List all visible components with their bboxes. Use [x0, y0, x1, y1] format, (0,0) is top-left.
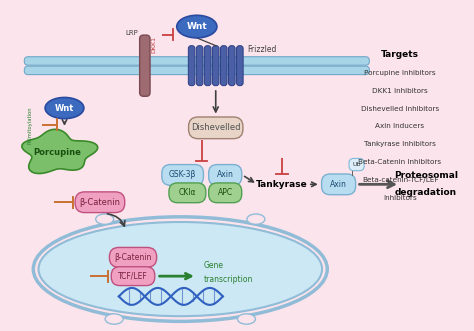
Text: APC: APC — [218, 188, 233, 197]
Text: Axin Inducers: Axin Inducers — [375, 123, 425, 129]
Text: GSK-3β: GSK-3β — [169, 170, 196, 179]
FancyBboxPatch shape — [188, 46, 195, 86]
Ellipse shape — [177, 15, 217, 38]
Text: Porcupine Inhibitors: Porcupine Inhibitors — [364, 70, 436, 76]
Text: Wnt: Wnt — [55, 104, 74, 113]
FancyBboxPatch shape — [220, 46, 227, 86]
FancyBboxPatch shape — [209, 165, 242, 185]
Text: Tankyrase Inhibitors: Tankyrase Inhibitors — [364, 141, 436, 147]
Text: CKIα: CKIα — [179, 188, 196, 197]
Text: Dishevelled Inhibitors: Dishevelled Inhibitors — [361, 106, 439, 112]
FancyBboxPatch shape — [228, 46, 235, 86]
Ellipse shape — [45, 97, 84, 118]
FancyBboxPatch shape — [24, 66, 369, 74]
Text: Frizzled: Frizzled — [247, 45, 276, 54]
Text: degradation: degradation — [395, 188, 457, 197]
FancyBboxPatch shape — [204, 46, 211, 86]
Text: DKK1: DKK1 — [152, 36, 157, 53]
FancyBboxPatch shape — [169, 183, 206, 203]
Text: β-Catenin: β-Catenin — [80, 198, 120, 207]
Ellipse shape — [105, 314, 123, 324]
Text: Proteosomal: Proteosomal — [394, 171, 458, 180]
FancyBboxPatch shape — [189, 117, 243, 139]
FancyBboxPatch shape — [140, 35, 150, 96]
Ellipse shape — [237, 314, 255, 324]
Text: TCF/LEF: TCF/LEF — [118, 272, 148, 281]
Text: Dishevelled: Dishevelled — [191, 123, 240, 132]
Text: Gene: Gene — [204, 261, 224, 270]
Ellipse shape — [247, 214, 265, 224]
Ellipse shape — [96, 214, 114, 224]
FancyBboxPatch shape — [237, 46, 243, 86]
FancyBboxPatch shape — [209, 183, 242, 203]
Text: Wnt: Wnt — [186, 22, 207, 31]
FancyBboxPatch shape — [321, 174, 356, 195]
FancyBboxPatch shape — [111, 267, 155, 286]
Text: Beta-Catenin Inhibitors: Beta-Catenin Inhibitors — [358, 159, 442, 165]
FancyBboxPatch shape — [196, 46, 203, 86]
FancyBboxPatch shape — [24, 57, 369, 65]
FancyBboxPatch shape — [75, 192, 125, 213]
Text: transcription: transcription — [204, 275, 253, 284]
Text: Tankyrase: Tankyrase — [256, 180, 308, 189]
Text: β-Catenin: β-Catenin — [114, 253, 152, 262]
Ellipse shape — [38, 222, 322, 316]
Text: DKK1 Inhibitors: DKK1 Inhibitors — [372, 88, 428, 94]
Text: LRP: LRP — [125, 30, 138, 36]
Text: Targets: Targets — [381, 50, 419, 59]
Text: Axin: Axin — [217, 170, 234, 179]
FancyBboxPatch shape — [162, 165, 203, 185]
Text: Ub: Ub — [352, 162, 361, 167]
FancyBboxPatch shape — [212, 46, 219, 86]
FancyBboxPatch shape — [349, 159, 364, 171]
Text: Beta-catenin-TCF/LEF: Beta-catenin-TCF/LEF — [362, 177, 438, 183]
Text: Porcupine: Porcupine — [34, 148, 82, 157]
FancyBboxPatch shape — [109, 248, 156, 267]
Text: Palmitoylation: Palmitoylation — [27, 107, 33, 144]
Text: Axin: Axin — [330, 180, 347, 189]
Text: Inhibitors: Inhibitors — [383, 195, 417, 201]
Polygon shape — [22, 129, 98, 173]
